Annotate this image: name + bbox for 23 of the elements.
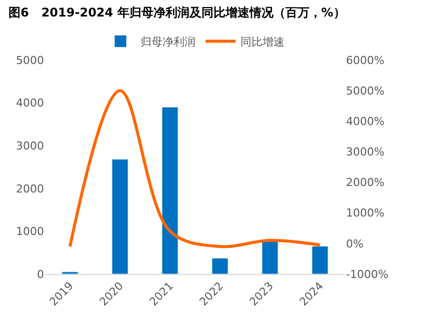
y2-tick-label: 2000% <box>346 176 384 190</box>
y-tick-label: 5000 <box>16 54 44 67</box>
legend-label: 同比增速 <box>240 36 284 49</box>
y2-tick-label: 4000% <box>346 114 384 128</box>
y2-tick-label: 1000% <box>346 206 384 220</box>
y2-tick-label: 3000% <box>346 146 384 159</box>
bar <box>162 106 178 274</box>
y2-tick-label: 0% <box>346 237 364 250</box>
y2-tick-label: 5000% <box>346 84 384 98</box>
y-tick-label: 2000 <box>16 182 44 196</box>
y2-tick-label: -1000% <box>346 268 388 281</box>
bar <box>112 159 128 274</box>
chart-title: 图6 2019-2024 年归母净利润及同比增速情况（百万，%） <box>8 5 346 20</box>
line-series <box>68 89 322 248</box>
bar <box>212 258 228 274</box>
y-tick-label: 4000 <box>16 96 44 110</box>
y-tick-label: 1000 <box>16 225 44 238</box>
y-tick-label: 0 <box>37 268 44 281</box>
legend-label: 归母净利润 <box>140 36 196 49</box>
y-tick-label: 3000 <box>16 139 44 152</box>
bar <box>262 240 278 274</box>
y2-tick-label: 6000% <box>346 54 384 67</box>
bar <box>312 246 328 274</box>
